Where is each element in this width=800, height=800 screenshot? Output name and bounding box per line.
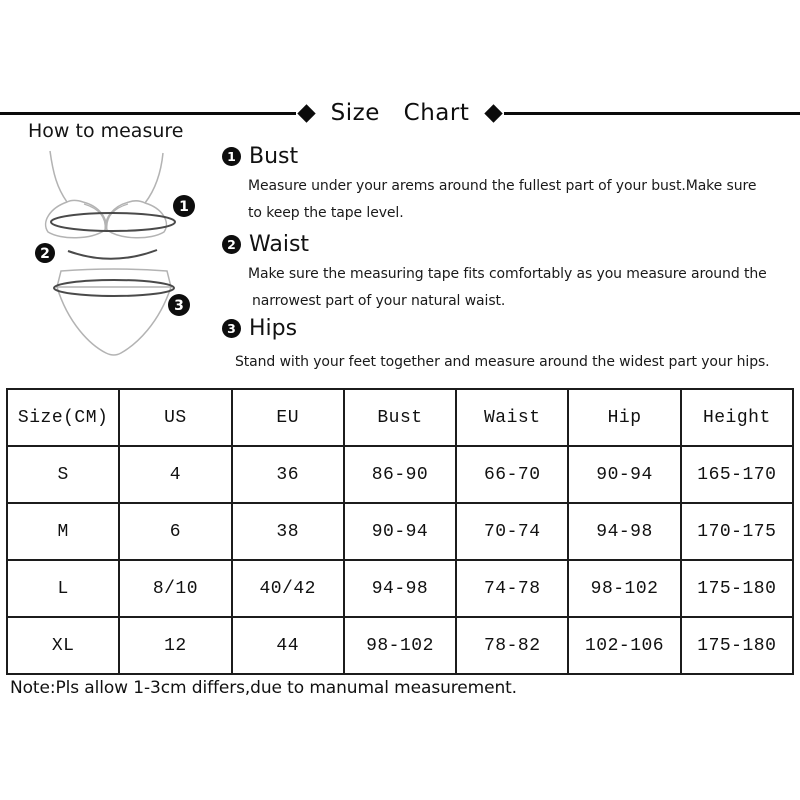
- section-bust-heading: 1 Bust: [222, 141, 797, 171]
- diamond-icon-right: [484, 103, 504, 123]
- cell-m-size: M: [5, 502, 121, 561]
- measurement-figure: 1 2 3: [20, 145, 230, 380]
- svg-text:2: 2: [40, 246, 50, 262]
- diamond-icon-left: [296, 103, 316, 123]
- bust-number-badge: 1: [222, 146, 241, 166]
- cell-m-hip: 94-98: [567, 502, 682, 561]
- size-table: Size(CM) US EU Bust Waist Hip Height S 4…: [5, 388, 795, 675]
- cell-m-us: 6: [118, 502, 233, 561]
- section-hips: 3 Hips Stand with your feet together and…: [222, 313, 797, 376]
- col-header-eu: EU: [230, 388, 345, 447]
- bikini-sketch: 1 2 3: [35, 150, 195, 356]
- cell-s-bust: 86-90: [342, 445, 458, 504]
- cell-l-height: 175-180: [679, 559, 795, 618]
- cell-l-us: 8/10: [118, 559, 233, 618]
- note-text: Note:Pls allow 1-3cm differs,due to manu…: [10, 678, 517, 698]
- size-table-header-row: Size(CM) US EU Bust Waist Hip Height: [5, 388, 795, 447]
- hips-instruction-line-1: Stand with your feet together and measur…: [235, 354, 770, 370]
- cell-xl-hip: 102-106: [567, 616, 682, 675]
- waist-number-badge: 2: [222, 234, 241, 254]
- right-strap-line: [144, 152, 164, 204]
- cell-l-bust: 94-98: [342, 559, 458, 618]
- cell-s-us: 4: [118, 445, 233, 504]
- cell-s-size: S: [5, 445, 121, 504]
- svg-text:1: 1: [179, 199, 189, 215]
- cell-m-eu: 38: [230, 502, 345, 561]
- table-row-s: S 4 36 86-90 66-70 90-94 165-170: [5, 445, 795, 504]
- table-row-m: M 6 38 90-94 70-74 94-98 170-175: [5, 502, 795, 561]
- cell-m-bust: 90-94: [342, 502, 458, 561]
- cell-xl-waist: 78-82: [455, 616, 570, 675]
- bust-instruction-line-2: to keep the tape level.: [248, 205, 404, 221]
- svg-text:3: 3: [174, 298, 184, 314]
- cell-xl-eu: 44: [230, 616, 345, 675]
- cell-xl-size: XL: [5, 616, 121, 675]
- bottom-legs-sketch: [56, 286, 172, 356]
- cell-l-waist: 74-78: [455, 559, 570, 618]
- waist-measure-line: [67, 249, 158, 260]
- cell-l-hip: 98-102: [567, 559, 682, 618]
- bust-instructions: Measure under your arems around the full…: [222, 173, 797, 227]
- col-header-us: US: [118, 388, 233, 447]
- left-cup-inner-line: [83, 203, 106, 231]
- section-bust: 1 Bust Measure under your arems around t…: [222, 141, 797, 227]
- hip-measure-line: [53, 279, 175, 297]
- section-hips-heading: 3 Hips: [222, 313, 797, 343]
- col-header-size: Size(CM): [5, 388, 121, 447]
- cell-l-size: L: [5, 559, 121, 618]
- figure-marker-3: 3: [168, 294, 190, 316]
- right-cup-sketch: [105, 200, 168, 239]
- bust-instruction-line-1: Measure under your arems around the full…: [248, 178, 757, 194]
- cell-m-height: 170-175: [679, 502, 795, 561]
- cell-xl-us: 12: [118, 616, 233, 675]
- cell-s-eu: 36: [230, 445, 345, 504]
- hips-heading-label: Hips: [249, 315, 298, 341]
- cell-xl-bust: 98-102: [342, 616, 458, 675]
- col-header-waist: Waist: [455, 388, 570, 447]
- bust-heading-label: Bust: [249, 143, 299, 169]
- waist-instructions: Make sure the measuring tape fits comfor…: [222, 261, 797, 315]
- figure-marker-1: 1: [173, 195, 195, 217]
- figure-marker-2: 2: [35, 243, 55, 263]
- col-header-hip: Hip: [567, 388, 682, 447]
- cell-s-hip: 90-94: [567, 445, 682, 504]
- left-strap-line: [49, 150, 68, 203]
- waist-instruction-line-2: narrowest part of your natural waist.: [252, 293, 506, 309]
- cell-s-waist: 66-70: [455, 445, 570, 504]
- bottom-band-sketch: [56, 268, 172, 288]
- waist-heading-label: Waist: [249, 231, 310, 257]
- table-row-l: L 8/10 40/42 94-98 74-78 98-102 175-180: [5, 559, 795, 618]
- hips-instructions: Stand with your feet together and measur…: [222, 349, 797, 376]
- section-waist: 2 Waist Make sure the measuring tape fit…: [222, 229, 797, 315]
- col-header-height: Height: [679, 388, 795, 447]
- cell-l-eu: 40/42: [230, 559, 345, 618]
- title-band: Size Chart: [0, 99, 800, 127]
- cell-m-waist: 70-74: [455, 502, 570, 561]
- section-waist-heading: 2 Waist: [222, 229, 797, 259]
- cell-xl-height: 175-180: [679, 616, 795, 675]
- page-title: Size Chart: [330, 100, 470, 126]
- how-to-measure-heading: How to measure: [28, 120, 184, 142]
- title-divider-left: [0, 111, 296, 115]
- col-header-bust: Bust: [342, 388, 458, 447]
- cell-s-height: 165-170: [679, 445, 795, 504]
- waist-instruction-line-1: Make sure the measuring tape fits comfor…: [248, 266, 767, 282]
- hips-number-badge: 3: [222, 318, 241, 338]
- table-row-xl: XL 12 44 98-102 78-82 102-106 175-180: [5, 616, 795, 675]
- bust-measure-line: [50, 212, 176, 232]
- title-divider-right: [504, 111, 800, 115]
- right-cup-inner-line: [106, 203, 129, 231]
